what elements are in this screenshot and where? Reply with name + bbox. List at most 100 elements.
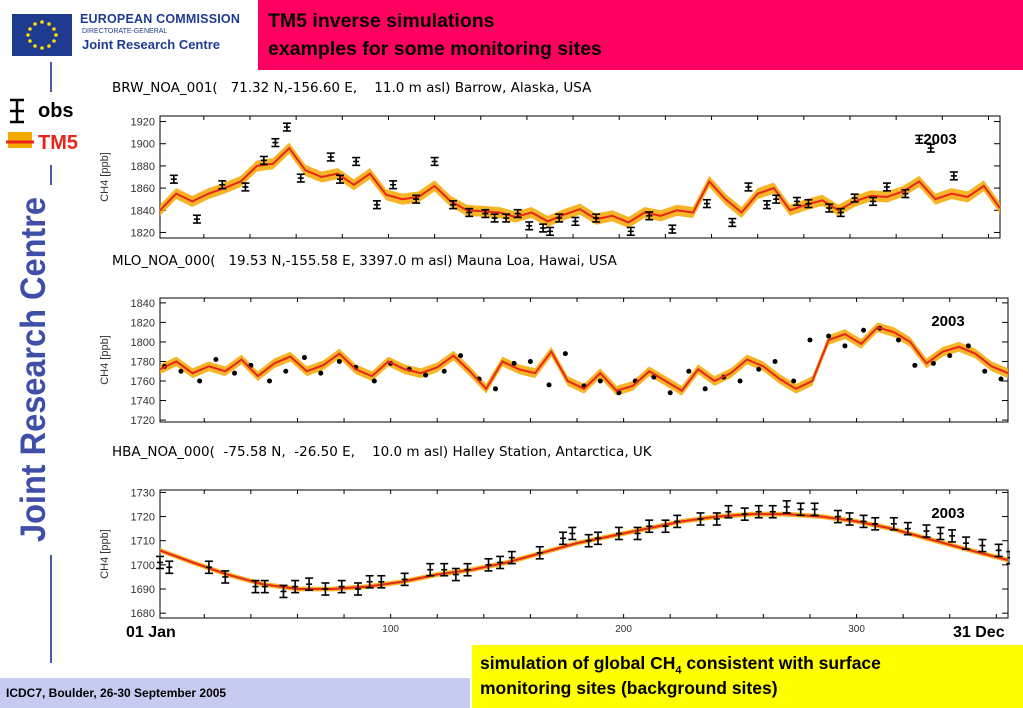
obs-errorbar (555, 213, 564, 223)
y-tick-label: 1880 (131, 161, 155, 173)
obs-errorbar (259, 155, 268, 166)
obs-point (791, 378, 797, 384)
footer-text: ICDC7, Boulder, 26-30 September 2005 (6, 686, 227, 700)
obs-point (197, 378, 203, 384)
obs-errorbar (744, 182, 753, 192)
obs-errorbar (724, 504, 733, 519)
obs-errorbar (279, 584, 288, 599)
obs-errorbar (740, 507, 749, 521)
obs-errorbar (449, 200, 458, 210)
legend-symbols (6, 98, 34, 148)
obs-errorbar (804, 198, 813, 209)
obs-errorbar (994, 543, 1003, 558)
obs-errorbar (440, 562, 449, 577)
obs-point (912, 362, 918, 368)
y-tick-label: 1840 (131, 298, 155, 310)
plot-frame (159, 115, 1001, 239)
y-tick-label: 1920 (131, 117, 155, 129)
obs-errorbar (525, 221, 534, 231)
obs-point (772, 358, 778, 364)
obs-errorbar (296, 173, 305, 183)
obs-point (283, 368, 289, 374)
obs-errorbar (539, 223, 548, 233)
obs-errorbar (352, 156, 361, 167)
y-tick-label: 1760 (131, 376, 155, 388)
panel-title-3: HBA_NOA_000( -75.58 N, -26.50 E, 10.0 m … (112, 444, 652, 460)
x-tick-label: 100 (382, 624, 399, 635)
obs-errorbar (882, 182, 891, 192)
obs-errorbar (559, 531, 568, 546)
obs-errorbar (337, 579, 346, 594)
obs-errorbar (978, 538, 987, 553)
obs-point (807, 337, 813, 343)
obs-errorbar (614, 526, 623, 541)
obs-errorbar (673, 514, 682, 529)
obs-point (562, 351, 568, 357)
side-rule-top (50, 62, 52, 92)
obs-point (492, 386, 498, 392)
y-tick-label: 1710 (131, 536, 155, 548)
obs-errorbar (889, 516, 898, 531)
org-name: EUROPEAN COMMISSION (80, 12, 241, 26)
plot-frame (159, 489, 1009, 619)
side-rule-bottom (50, 555, 52, 663)
obs-errorbar (571, 216, 580, 227)
note-box: simulation of global CH4 consistent with… (472, 645, 1023, 708)
obs-errorbar (903, 521, 912, 536)
chart-legend: obs TM5 (4, 98, 96, 160)
obs-point (861, 327, 867, 333)
obs-errorbar (291, 579, 300, 594)
obs-errorbar (850, 193, 859, 203)
obs-errorbar (465, 207, 474, 218)
model-spread-band (160, 322, 1008, 396)
obs-errorbar (204, 560, 213, 575)
obs-errorbar (626, 226, 635, 237)
note-line-2: monitoring sites (background sites) (480, 678, 778, 698)
obs-errorbar (936, 526, 945, 541)
obs-errorbar (948, 529, 957, 543)
sidebar-text: Joint Research Centre (14, 197, 53, 542)
obs-errorbar (1006, 550, 1010, 565)
obs-errorbar (271, 137, 280, 148)
obs-errorbar (221, 570, 230, 584)
note-line-1-sub: 4 (675, 664, 682, 677)
obs-errorbar (400, 572, 409, 587)
footer-bar (0, 678, 470, 708)
x-start-label: 01 Jan (126, 624, 176, 641)
obs-point (213, 357, 219, 363)
obs-point (756, 366, 762, 372)
obs-point (998, 376, 1004, 382)
obs-errorbar (218, 180, 227, 190)
title-banner: TM5 inverse simulations examples for som… (258, 0, 1023, 70)
obs-point (423, 372, 429, 378)
obs-errorbar (962, 536, 971, 550)
legend-obs-label: obs (38, 100, 74, 122)
y-tick-label: 1840 (131, 205, 155, 217)
obs-errorbar (502, 213, 511, 223)
obs-errorbar (768, 504, 777, 519)
obs-errorbar (305, 577, 314, 592)
obs-errorbar (869, 196, 878, 207)
obs-errorbar (377, 574, 386, 589)
title-line-2: examples for some monitoring sites (268, 38, 602, 60)
obs-errorbar (782, 500, 791, 514)
eu-flag-icon (12, 14, 72, 56)
obs-point (511, 360, 517, 366)
y-tick-label: 1860 (131, 183, 155, 195)
obs-point (178, 368, 184, 374)
obs-errorbar (922, 524, 931, 538)
obs-point (546, 382, 552, 388)
obs-errorbar (260, 579, 269, 594)
year-annotation: 2003 (931, 505, 964, 522)
y-tick-label: 1780 (131, 356, 155, 368)
obs-point (842, 343, 848, 349)
obs-errorbar (412, 194, 421, 204)
obs-errorbar (712, 512, 721, 526)
obs-point (667, 390, 673, 396)
jrc-logo: EUROPEAN COMMISSION DIRECTORATE-GENERAL … (6, 6, 252, 60)
obs-errorbar (762, 200, 771, 210)
chart-mauna-loa: 1720 1740 1760 1780 1800 1820 1840 CH4 [ppb] 200… (99, 297, 1009, 427)
obs-errorbar (192, 214, 201, 224)
year-annotation: 2003 (931, 313, 964, 330)
obs-errorbar (484, 558, 493, 572)
